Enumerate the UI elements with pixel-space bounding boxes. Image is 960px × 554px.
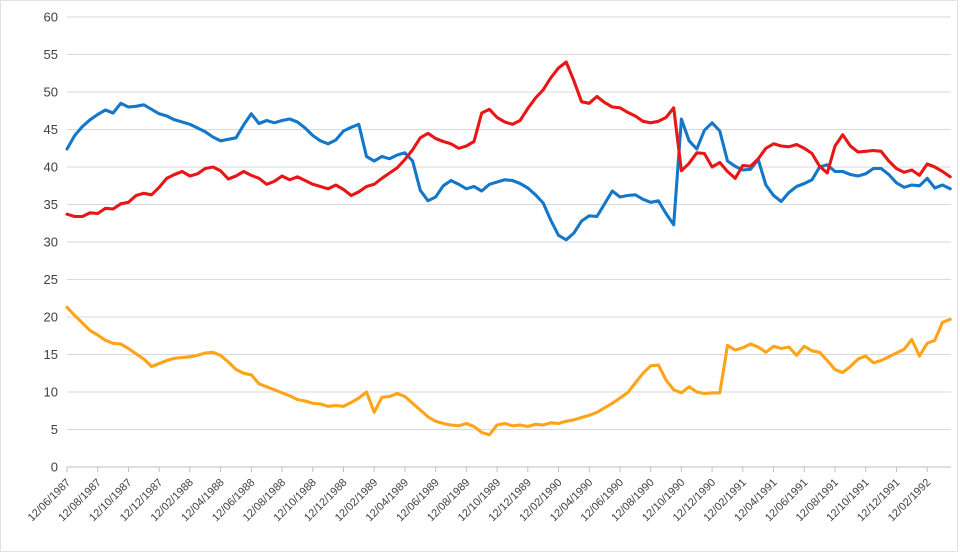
x-axis-ticks (66, 467, 928, 472)
y-tick-label: 45 (44, 122, 58, 137)
y-tick-label: 25 (44, 272, 58, 287)
y-tick-label: 15 (44, 347, 58, 362)
y-tick-label: 20 (44, 310, 58, 325)
y-tick-label: 50 (44, 85, 58, 100)
y-tick-label: 55 (44, 47, 58, 62)
y-axis-labels: 0 5 10 15 20 25 30 35 40 45 50 55 60 (44, 10, 58, 475)
y-tick-label: 35 (44, 197, 58, 212)
y-tick-label: 30 (44, 235, 58, 250)
y-tick-label: 0 (51, 460, 58, 475)
y-tick-label: 10 (44, 385, 58, 400)
blue-series-line[interactable] (65, 101, 952, 242)
gridlines-group (67, 16, 951, 468)
y-tick-label: 60 (44, 10, 58, 25)
x-axis-labels: 12/06/198712/08/198712/10/198712/12/1987… (26, 477, 934, 524)
orange-series-line[interactable] (65, 305, 952, 437)
y-tick-label: 5 (51, 422, 58, 437)
red-series-line[interactable] (65, 60, 952, 219)
y-tick-label: 40 (44, 160, 58, 175)
